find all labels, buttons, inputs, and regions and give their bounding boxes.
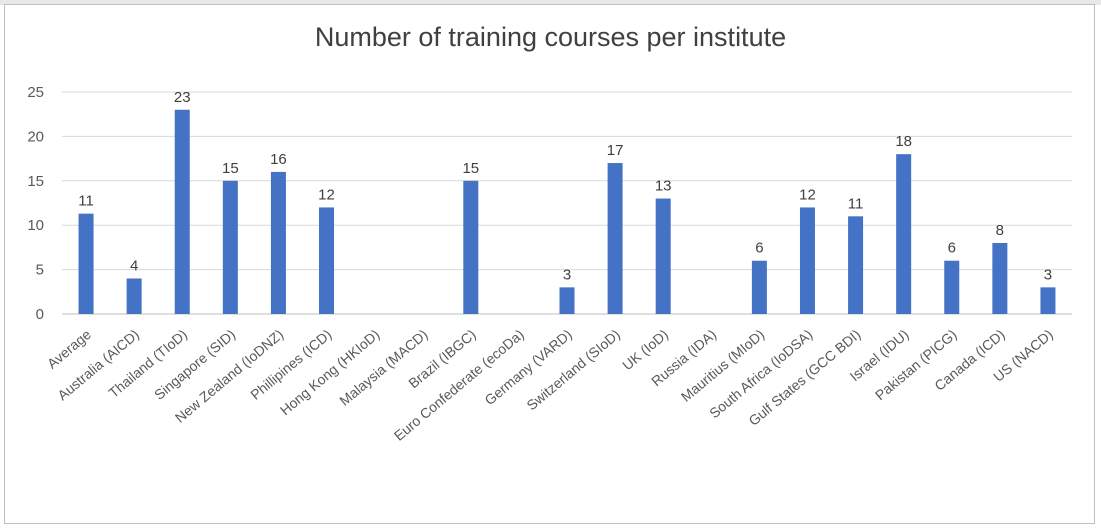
data-label: 8 [996,222,1004,239]
bar [1040,287,1056,314]
x-category-label: Malaysia (MACD) [336,326,430,409]
data-label: 4 [130,257,138,274]
chart-title: Number of training courses per institute [314,22,787,52]
bar [463,180,479,314]
bar [944,260,960,314]
bar [607,163,623,314]
bar [751,260,767,314]
y-tick-label: 15 [27,173,44,190]
data-label: 6 [948,240,956,257]
y-tick-label: 0 [36,306,44,323]
data-label: 17 [607,142,624,159]
data-labels: 11 4 23 15 16 12 15 3 17 13 6 12 11 18 6 8 3 [78,89,1052,284]
data-label: 18 [895,133,912,150]
bar [655,198,671,314]
data-label: 15 [462,160,479,177]
y-tick-label: 20 [27,128,44,145]
x-category-label: Australia (AICD) [54,326,142,403]
data-label: 15 [222,160,239,177]
bar [174,109,190,314]
y-tick-label: 10 [27,217,44,234]
data-label: 23 [174,89,191,106]
bar [896,154,912,314]
bar [126,278,142,314]
bar [319,207,335,314]
x-category-label: Phillipines (ICD) [247,326,334,403]
top-edge-strip [0,0,1101,5]
bars [78,109,1056,314]
y-tick-label: 5 [36,262,44,279]
x-category-label: Pakistan (PICG) [872,326,960,403]
bar [78,213,94,314]
bar [222,180,238,314]
x-category-label: Singapore (SID) [151,326,238,403]
data-label: 6 [755,240,763,257]
y-axis-tick-labels: 0 5 10 15 20 25 [27,84,44,323]
x-category-label: Mauritius (MIoD) [678,326,768,405]
data-label: 11 [848,195,864,212]
data-label: 13 [655,178,672,195]
data-label: 12 [799,186,816,203]
bar [799,207,815,314]
data-label: 3 [1044,266,1052,283]
y-tick-label: 25 [27,84,44,101]
data-label: 12 [318,186,335,203]
bar [270,171,286,314]
data-label: 11 [78,193,94,210]
data-label: 16 [270,151,287,168]
bar [992,242,1008,314]
bar [848,216,864,314]
data-label: 3 [563,266,571,283]
bar [559,287,575,314]
